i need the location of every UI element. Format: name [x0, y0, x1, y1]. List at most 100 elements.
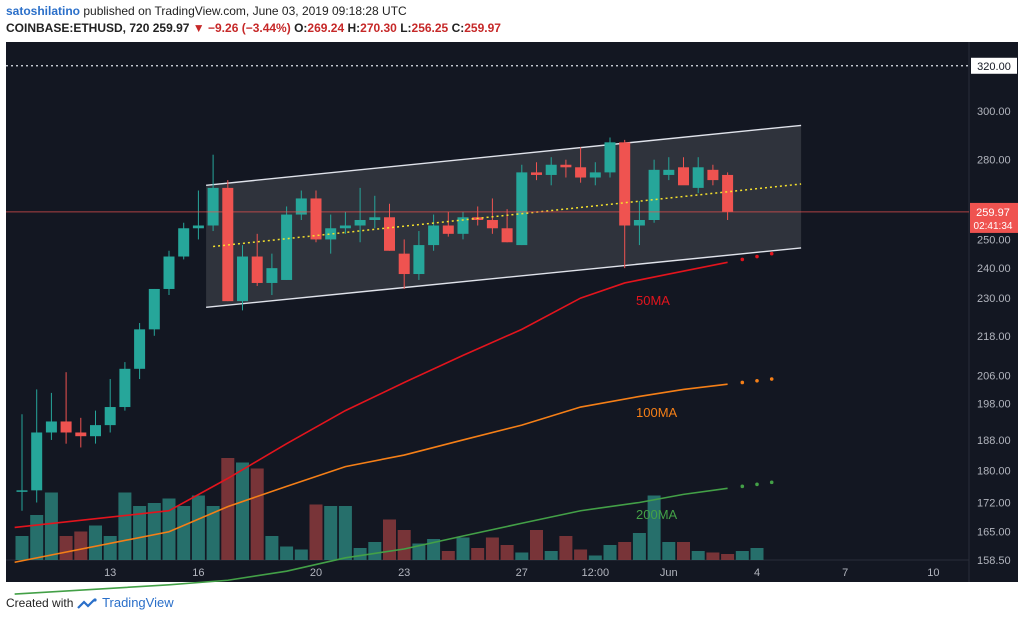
candle-body — [251, 256, 263, 283]
volume-bar — [485, 537, 499, 560]
candle — [619, 139, 631, 269]
volume-bar — [236, 462, 249, 560]
tradingview-link[interactable]: TradingView — [102, 595, 174, 610]
price-change: −9.26 (−3.44%) — [208, 21, 291, 35]
candle-body — [237, 256, 248, 302]
volume-bar — [735, 551, 749, 560]
candle — [545, 157, 557, 186]
volume-bar — [338, 506, 352, 560]
volume-bar — [691, 551, 705, 560]
volume-bar — [191, 495, 205, 560]
candle — [354, 187, 366, 243]
volume-bar — [30, 515, 44, 560]
candle — [413, 231, 425, 280]
volume-bar — [706, 552, 720, 560]
candle — [90, 410, 101, 444]
candle-body — [178, 228, 190, 257]
candle-body — [148, 288, 160, 330]
volume-bar — [471, 548, 485, 560]
volume-bars — [15, 458, 764, 560]
tradingview-logo-icon — [76, 598, 97, 609]
candle — [310, 190, 322, 243]
time-tick-label: 16 — [192, 567, 204, 579]
volume-bar — [632, 533, 646, 560]
price-tick-label: 218.00 — [977, 331, 1011, 343]
ma-projection-dot — [769, 377, 774, 381]
channel-midline — [213, 183, 802, 248]
candles — [16, 137, 734, 511]
candle-body — [31, 432, 43, 491]
moving-averages: 50MA 100MA 200MA — [14, 251, 774, 595]
candle-body — [545, 164, 557, 175]
candle — [192, 190, 204, 240]
volume-bar — [647, 495, 661, 560]
candle-body — [163, 256, 175, 289]
candle-body — [104, 407, 116, 426]
candle — [339, 211, 351, 234]
candle-body — [207, 187, 219, 226]
volume-bar — [206, 506, 220, 560]
price-tick-label: 280.00 — [977, 155, 1011, 167]
volume-bar — [500, 545, 514, 560]
candle — [325, 214, 337, 254]
volume-bar — [147, 503, 161, 560]
volume-bar — [662, 542, 676, 560]
candle — [428, 214, 440, 251]
candle-body — [575, 167, 587, 178]
candle-body — [516, 172, 528, 246]
price-axis — [969, 42, 1018, 582]
time-tick-label: 12:00 — [582, 567, 610, 579]
price-tick-label: 198.00 — [977, 398, 1011, 410]
volume-bar — [353, 548, 367, 560]
volume-bar — [59, 536, 73, 560]
candle-body — [663, 169, 675, 175]
volume-bar — [544, 551, 558, 560]
candle — [237, 245, 248, 311]
volume-bar — [309, 504, 323, 560]
candle — [589, 162, 601, 186]
volume-bar — [721, 554, 735, 560]
ma-projection-dot — [755, 378, 759, 383]
price-tick-label: 158.50 — [977, 555, 1011, 567]
volume-bar — [265, 536, 279, 560]
volume-bar — [456, 537, 470, 560]
price-tick-label: 300.00 — [977, 106, 1011, 118]
candle-body — [486, 220, 498, 229]
low-label: L: — [400, 21, 412, 35]
created-with-text: Created with — [6, 596, 74, 610]
volume-bar — [574, 549, 588, 560]
open-value: 269.24 — [307, 21, 345, 35]
candle — [104, 379, 116, 433]
volume-bar — [383, 519, 396, 560]
candle-body — [16, 490, 28, 492]
price-tick-label: 172.00 — [977, 497, 1011, 509]
candle-body — [222, 187, 234, 302]
candle-body — [266, 268, 278, 283]
volume-bar — [397, 530, 411, 560]
channel-lower-line — [206, 247, 802, 309]
price-tick-label: 250.00 — [977, 234, 1011, 246]
time-tick-label: 27 — [516, 567, 528, 579]
ma-projection-dot — [755, 482, 759, 487]
last-price: 259.97 — [152, 21, 190, 35]
ma-projection-dot — [769, 251, 774, 256]
ma-projection-dot — [769, 480, 774, 485]
candle-body — [589, 172, 601, 178]
candle — [178, 222, 190, 260]
candle-body — [192, 225, 204, 229]
ma-projection-dot — [740, 257, 745, 262]
candle — [457, 211, 469, 240]
candle — [560, 159, 572, 178]
author-name[interactable]: satoshilatino — [6, 4, 81, 18]
price-tick-label: 230.00 — [977, 293, 1011, 305]
candle — [148, 288, 160, 336]
low-value: 256.25 — [411, 21, 449, 35]
volume-bar — [530, 530, 543, 560]
candle-body — [134, 329, 146, 369]
candle-body — [339, 225, 351, 229]
volume-bar — [44, 492, 58, 560]
volume-bar — [294, 549, 308, 560]
candle — [692, 157, 704, 194]
candle — [604, 137, 616, 178]
